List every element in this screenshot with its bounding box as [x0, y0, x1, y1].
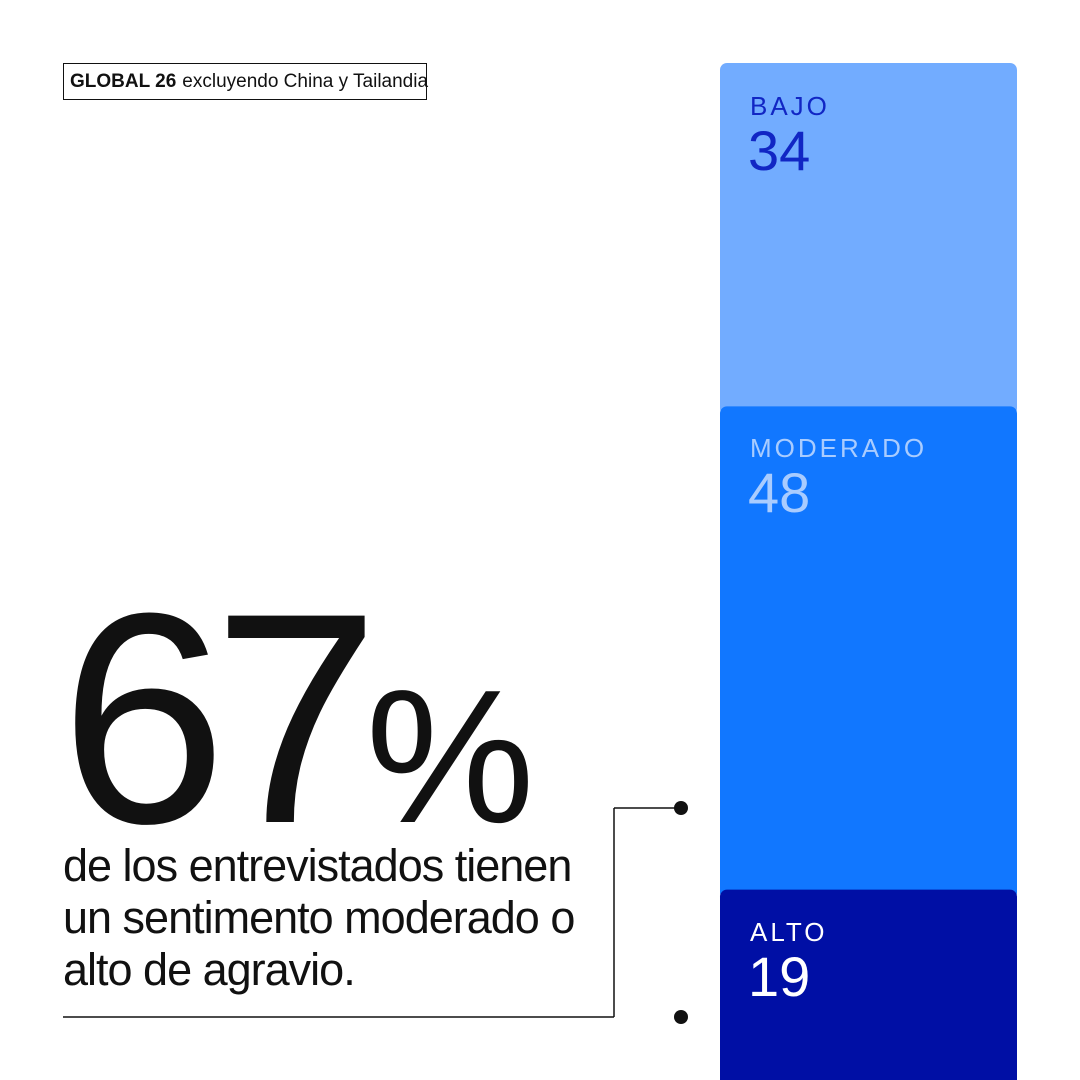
bar-segment-bajo [720, 63, 1017, 416]
segment-label-moderado: MODERADO [750, 433, 928, 464]
headline-number: 67 [60, 550, 380, 886]
scope-badge: GLOBAL 26 excluyendo China y Tailandia [63, 63, 429, 100]
segment-value-bajo: 34 [748, 119, 811, 182]
scope-badge-bold: GLOBAL 26 [70, 70, 177, 92]
bracket-bottom-dot [674, 1010, 688, 1024]
headline-percentage: 67% [60, 568, 535, 868]
bar-segment-alto [720, 889, 1017, 1080]
bracket-top-dot [674, 801, 688, 815]
scope-badge-text: excluyendo China y Tailandia [182, 70, 429, 92]
segment-value-moderado: 48 [748, 461, 811, 525]
segment-label-alto: ALTO [750, 916, 828, 947]
segment-label-bajo: BAJO [750, 91, 830, 121]
segment-value-alto: 19 [748, 944, 811, 1008]
bracket-connector [63, 801, 688, 1024]
headline-description: de los entrevistados tienen un sentiment… [63, 840, 575, 995]
bar-segment-moderado [720, 406, 1017, 900]
headline-unit: % [365, 651, 535, 863]
